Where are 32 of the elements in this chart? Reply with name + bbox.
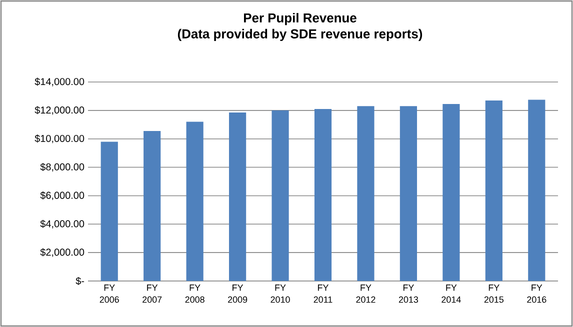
y-tick-label: $10,000.00 bbox=[34, 134, 84, 144]
bar bbox=[272, 110, 289, 281]
x-tick-label: FY 2015 bbox=[484, 284, 504, 303]
y-tick-label: $6,000.00 bbox=[40, 191, 84, 200]
x-tick-label: FY 2014 bbox=[442, 284, 461, 303]
bar bbox=[528, 100, 546, 281]
y-tick-label: $12,000.00 bbox=[34, 106, 84, 115]
bar bbox=[100, 142, 118, 281]
x-tick-label: FY 2010 bbox=[270, 284, 290, 303]
x-tick-label: FY 2012 bbox=[356, 284, 376, 303]
y-tick-label: $14,000.00 bbox=[34, 78, 84, 86]
x-tick-label: FY 2011 bbox=[314, 284, 332, 303]
bar bbox=[144, 131, 161, 281]
bar bbox=[400, 106, 418, 281]
bar bbox=[314, 109, 332, 281]
bar bbox=[229, 112, 246, 281]
bar bbox=[357, 106, 374, 281]
bar bbox=[186, 122, 204, 281]
bar bbox=[442, 104, 460, 281]
x-tick-label: FY 2009 bbox=[228, 284, 248, 303]
x-tick-label: FY 2008 bbox=[185, 284, 204, 303]
y-tick-label: $- bbox=[76, 276, 84, 286]
bar bbox=[485, 100, 502, 281]
x-tick-label: FY 2013 bbox=[398, 284, 418, 303]
x-tick-label: FY 2016 bbox=[527, 284, 546, 303]
chart-title: Per Pupil Revenue bbox=[244, 12, 356, 26]
x-tick-label: FY 2006 bbox=[100, 284, 119, 303]
x-tick-label: FY 2007 bbox=[142, 284, 162, 303]
chart-subtitle: (Data provided by SDE revenue reports) bbox=[178, 28, 422, 42]
y-tick-label: $4,000.00 bbox=[40, 220, 84, 228]
y-tick-label: $2,000.00 bbox=[40, 248, 84, 257]
y-tick-label: $8,000.00 bbox=[40, 162, 84, 172]
